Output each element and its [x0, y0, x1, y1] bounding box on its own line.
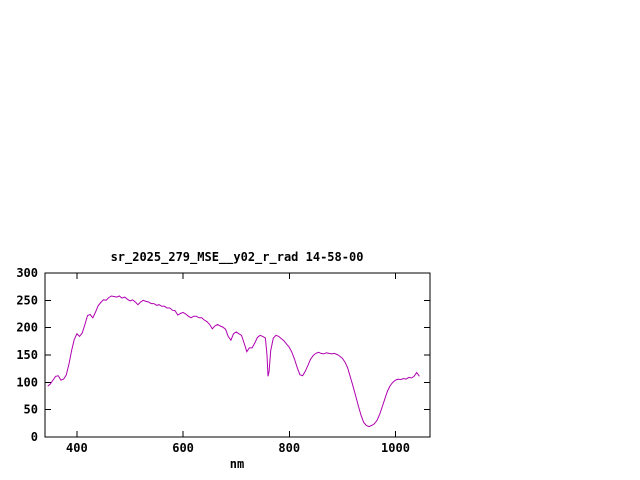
axes: 400 600 800 1000 0 50 100 150 200 250 300: [16, 266, 431, 455]
chart-title: sr_2025_279_MSE__y02_r_rad 14-58-00: [111, 250, 364, 265]
y-tick-label: 150: [16, 348, 38, 362]
y-tick-label: 300: [16, 266, 38, 280]
series-line: [47, 295, 420, 428]
y-tick-label: 100: [16, 375, 38, 389]
x-axis-label: nm: [230, 457, 244, 471]
x-tick-label: 400: [66, 441, 88, 455]
radiance-curve: [47, 295, 420, 428]
x-tick-label: 1000: [381, 441, 410, 455]
y-tick-label: 200: [16, 321, 38, 335]
plot-border: [44, 272, 431, 438]
y-tick-label: 50: [24, 403, 38, 417]
x-tick-label: 600: [172, 441, 194, 455]
x-tick-label: 800: [278, 441, 300, 455]
y-tick-label: 0: [31, 430, 38, 444]
y-tick-label: 250: [16, 293, 38, 307]
